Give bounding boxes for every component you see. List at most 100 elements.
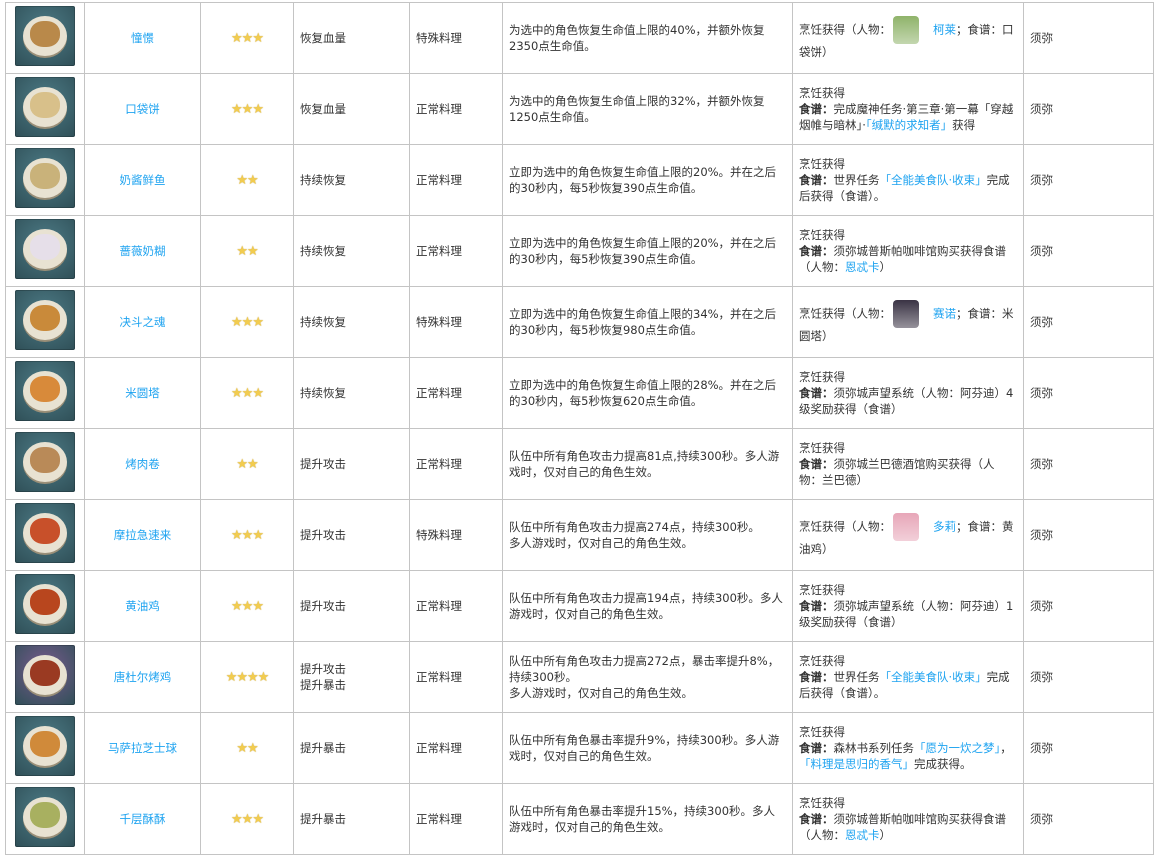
food-image-cell: [5, 783, 85, 855]
source-text: ；食谱：口袋饼）: [799, 22, 1014, 60]
source-cell: 烹饪获得（人物： 柯莱；食谱：口袋饼）: [792, 2, 1024, 74]
description-cell: 为选中的角色恢复生命值上限的32%，并额外恢复1250点生命值。: [502, 73, 793, 145]
collei-avatar-icon[interactable]: [893, 16, 919, 44]
region-cell: 须弥: [1023, 357, 1154, 429]
table-row: 马萨拉芝士球 ★★ 提升暴击 正常料理 队伍中所有角色暴击率提升9%，持续300秒。多人…: [5, 712, 1154, 784]
source-cell: 烹饪获得 食谱：须弥城声望系统（人物：阿芬迪）1级奖励获得（食谱）: [792, 570, 1024, 642]
table-row: 蔷薇奶糊 ★★ 持续恢复 正常料理 立即为选中的角色恢复生命值上限的20%，并在之后的3…: [5, 215, 1154, 287]
food-name-link[interactable]: 米圆塔: [125, 386, 160, 400]
source-link[interactable]: 多莉: [933, 519, 956, 534]
food-name-link[interactable]: 烤肉卷: [125, 457, 160, 471]
food-image[interactable]: [15, 432, 75, 492]
source-link[interactable]: 「全能美食队·收束」: [879, 670, 987, 684]
food-image[interactable]: [15, 219, 75, 279]
name-cell: 烤肉卷: [84, 428, 201, 500]
table-row: 烤肉卷 ★★ 提升攻击 正常料理 队伍中所有角色攻击力提高81点,持续300秒。多人游戏…: [5, 428, 1154, 500]
food-name-link[interactable]: 摩拉急速来: [113, 528, 172, 542]
source-link[interactable]: 「料理是思归的香气」: [799, 757, 914, 771]
source-link[interactable]: 赛诺: [933, 306, 956, 321]
region-cell: 须弥: [1023, 712, 1154, 784]
source-cell: 烹饪获得（人物： 多莉；食谱：黄油鸡）: [792, 499, 1024, 571]
description-cell: 队伍中所有角色攻击力提高194点，持续300秒。多人游戏时，仅对自己的角色生效。: [502, 570, 793, 642]
effect-text: 提升攻击: [300, 457, 346, 471]
source-label: 食谱：: [799, 244, 834, 258]
description-cell: 立即为选中的角色恢复生命值上限的20%，并在之后的30秒内，每5秒恢复390点生…: [502, 215, 793, 287]
effect-cell: 提升攻击: [293, 499, 410, 571]
food-image-cell: [5, 286, 85, 358]
food-name-link[interactable]: 唐杜尔烤鸡: [113, 670, 172, 684]
description-text: 为选中的角色恢复生命值上限的40%，并额外恢复2350点生命值。: [509, 23, 765, 53]
description-cell: 队伍中所有角色攻击力提高274点，持续300秒。 多人游戏时，仅对自己的角色生效。: [502, 499, 793, 571]
effect-cell: 提升攻击: [293, 570, 410, 642]
region-cell: 须弥: [1023, 215, 1154, 287]
source-link[interactable]: 恩忒卡: [845, 828, 880, 842]
type-text: 正常料理: [416, 457, 462, 471]
source-text: 须弥城普斯帕咖啡馆购买获得食谱（人物：: [799, 812, 1006, 842]
source-label: 食谱：: [799, 812, 834, 826]
description-cell: 队伍中所有角色攻击力提高81点,持续300秒。多人游戏时，仅对自己的角色生效。: [502, 428, 793, 500]
type-text: 正常料理: [416, 741, 462, 755]
food-image[interactable]: [15, 716, 75, 776]
cyno-avatar-icon[interactable]: [893, 300, 919, 328]
region-cell: 须弥: [1023, 499, 1154, 571]
source-cell: 烹饪获得（人物： 赛诺；食谱：米圆塔）: [792, 286, 1024, 358]
table-row: 黄油鸡 ★★★ 提升攻击 正常料理 队伍中所有角色攻击力提高194点，持续300秒。多人…: [5, 570, 1154, 642]
dori-avatar-icon[interactable]: [893, 513, 919, 541]
food-image[interactable]: [15, 6, 75, 66]
region-cell: 须弥: [1023, 641, 1154, 713]
description-text: 为选中的角色恢复生命值上限的32%，并额外恢复1250点生命值。: [509, 94, 765, 124]
food-shape: [30, 305, 60, 331]
food-name-link[interactable]: 奶酱鲜鱼: [119, 173, 166, 187]
source-text: 烹饪获得: [799, 441, 845, 455]
source-link[interactable]: 「愿为一炊之梦」: [914, 741, 1001, 755]
type-cell: 正常料理: [409, 428, 503, 500]
effect-text: 提升攻击: [300, 599, 346, 613]
food-image[interactable]: [15, 503, 75, 563]
effect-text: 提升暴击: [300, 741, 346, 755]
food-image-cell: [5, 2, 85, 74]
food-table: 憧憬 ★★★ 恢复血量 特殊料理 为选中的角色恢复生命值上限的40%，并额外恢复2350…: [5, 2, 1154, 855]
food-name-link[interactable]: 马萨拉芝士球: [108, 741, 177, 755]
food-name-link[interactable]: 黄油鸡: [125, 599, 160, 613]
source-link[interactable]: 「缄默的求知者」: [865, 118, 953, 132]
food-name-link[interactable]: 千层酥酥: [119, 812, 166, 826]
food-shape: [30, 163, 60, 189]
description-text: 立即为选中的角色恢复生命值上限的20%。并在之后的30秒内，每5秒恢复390点生…: [509, 165, 777, 195]
region-text: 须弥: [1030, 386, 1053, 400]
food-image[interactable]: [15, 77, 75, 137]
source-text: ；食谱：米圆塔）: [799, 306, 1014, 344]
region-text: 须弥: [1030, 812, 1053, 826]
source-cell: 烹饪获得 食谱：须弥城普斯帕咖啡馆购买获得食谱（人物：恩忒卡）: [792, 215, 1024, 287]
name-cell: 唐杜尔烤鸡: [84, 641, 201, 713]
food-image[interactable]: [15, 290, 75, 350]
source-link[interactable]: 「全能美食队·收束」: [879, 173, 987, 187]
food-name-link[interactable]: 憧憬: [131, 31, 154, 45]
region-cell: 须弥: [1023, 2, 1154, 74]
source-link[interactable]: 柯莱: [933, 22, 956, 37]
food-image[interactable]: [15, 645, 75, 705]
source-label: 食谱：: [799, 102, 834, 116]
food-image[interactable]: [15, 787, 75, 847]
source-link[interactable]: 恩忒卡: [845, 260, 880, 274]
food-image[interactable]: [15, 148, 75, 208]
food-name-link[interactable]: 决斗之魂: [119, 315, 166, 329]
region-text: 须弥: [1030, 599, 1053, 613]
rarity-stars: ★★★: [231, 527, 264, 543]
effect-cell: 提升暴击: [293, 712, 410, 784]
food-image[interactable]: [15, 361, 75, 421]
region-text: 须弥: [1030, 315, 1053, 329]
rarity-stars: ★★: [236, 740, 258, 756]
effect-cell: 提升暴击: [293, 783, 410, 855]
rarity-cell: ★★: [200, 712, 294, 784]
food-shape: [30, 731, 60, 757]
food-name-link[interactable]: 蔷薇奶糊: [119, 244, 166, 258]
food-name-link[interactable]: 口袋饼: [125, 102, 160, 116]
description-cell: 立即为选中的角色恢复生命值上限的20%。并在之后的30秒内，每5秒恢复390点生…: [502, 144, 793, 216]
name-cell: 蔷薇奶糊: [84, 215, 201, 287]
type-text: 正常料理: [416, 173, 462, 187]
source-text: 须弥城普斯帕咖啡馆购买获得食谱（人物：: [799, 244, 1006, 274]
type-cell: 正常料理: [409, 570, 503, 642]
source-label: 食谱：: [799, 599, 834, 613]
region-cell: 须弥: [1023, 73, 1154, 145]
food-image[interactable]: [15, 574, 75, 634]
